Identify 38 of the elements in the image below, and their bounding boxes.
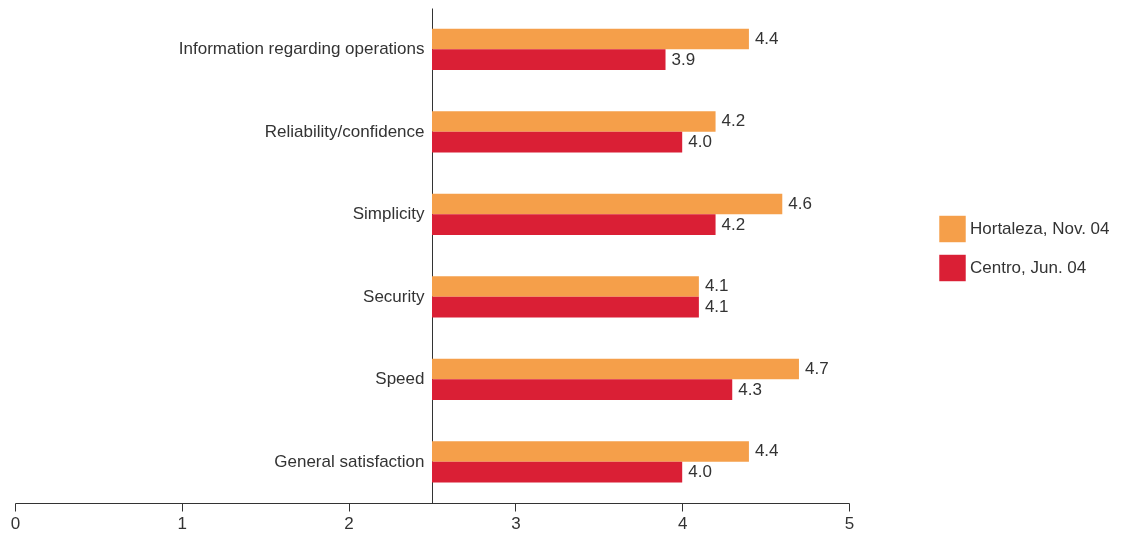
y-tick-label: General satisfaction [274,451,425,471]
data-label: 4.1 [704,297,729,317]
x-tick-label: 4 [677,513,688,533]
bar [432,131,683,153]
bar [432,193,783,215]
data-label: 4.4 [754,441,779,461]
bar [432,358,799,380]
data-label: 4.7 [804,358,829,378]
data-label: 4.1 [704,276,729,296]
data-label: 4.0 [688,462,712,482]
bar [432,214,716,235]
bar [432,296,699,318]
y-tick-label: Information regarding operations [178,39,425,59]
x-tick-label: 5 [844,513,855,533]
data-label: 4.0 [688,132,712,152]
data-label: 4.6 [788,193,812,213]
x-tick-label: 3 [511,513,521,533]
bar [432,111,716,132]
x-tick-label: 0 [10,513,21,533]
data-label: 3.9 [671,49,696,69]
legend-label: Centro, Jun. 04 [970,258,1087,277]
y-tick-label: Speed [375,369,425,389]
data-label: 4.3 [738,379,762,399]
bar [432,379,733,400]
y-tick-label: Simplicity [352,204,425,224]
bar [432,441,749,462]
legend-label: Hortaleza, Nov. 04 [970,219,1110,238]
data-label: 4.4 [754,28,779,48]
bar [432,276,699,297]
x-tick-label: 1 [177,513,188,533]
bar [432,28,749,50]
y-tick-label: Reliability/confidence [264,121,425,141]
bar [432,49,666,70]
x-tick-label: 2 [344,513,354,533]
y-tick-label: Security [363,286,425,306]
bar [432,461,683,483]
data-label: 4.2 [721,111,746,131]
data-label: 4.2 [721,214,746,234]
